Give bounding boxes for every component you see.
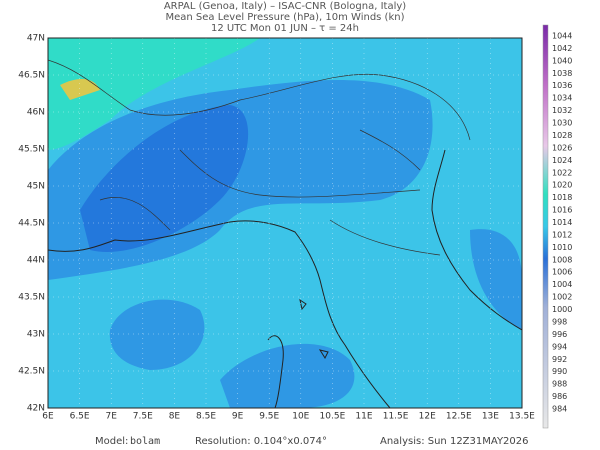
lat-label: 45N xyxy=(27,182,45,192)
colorbar-label: 988 xyxy=(552,380,567,389)
colorbar-label: 1010 xyxy=(552,243,572,252)
colorbar-label: 1020 xyxy=(552,181,572,190)
colorbar-label: 998 xyxy=(552,317,567,326)
lon-label: 13.5E xyxy=(509,412,535,422)
colorbar-label: 1040 xyxy=(552,56,572,65)
pressure-field xyxy=(60,78,100,100)
lon-label: 9.5E xyxy=(259,412,279,422)
lon-label: 12.5E xyxy=(446,412,472,422)
colorbar-label: 992 xyxy=(552,355,567,364)
title-line: Mean Sea Level Pressure (hPa), 10m Winds… xyxy=(166,12,405,23)
lat-label: 43N xyxy=(27,330,45,340)
colorbar-label: 1038 xyxy=(552,69,572,78)
pressure-field xyxy=(109,299,205,370)
colorbar-label: 1026 xyxy=(552,143,572,152)
colorbar-label: 996 xyxy=(552,330,567,339)
colorbar-label: 990 xyxy=(552,367,567,376)
colorbar-label: 1006 xyxy=(552,268,572,277)
colorbar-label: 1018 xyxy=(552,193,572,202)
colorbar-label: 1004 xyxy=(552,280,572,289)
colorbar-label: 1044 xyxy=(552,32,572,41)
pressure-field xyxy=(470,229,522,330)
lat-label: 44N xyxy=(27,256,45,266)
colorbar-label: 1030 xyxy=(552,119,572,128)
lat-label: 42N xyxy=(27,404,45,414)
footer-label: Model: xyxy=(95,436,128,447)
colorbar-label: 1008 xyxy=(552,255,572,264)
colorbar-label: 1036 xyxy=(552,81,572,90)
lon-label: 10E xyxy=(292,412,309,422)
footer-analysis: Analysis: Sun 12Z31MAY2026 xyxy=(380,436,529,447)
footer-resolution: Resolution: 0.104°x0.074° xyxy=(195,436,327,447)
pressure-field xyxy=(80,105,249,252)
lat-label: 42.5N xyxy=(18,367,45,377)
coastline xyxy=(48,149,522,408)
colorbar-label: 1042 xyxy=(552,44,572,53)
lat-label: 43.5N xyxy=(18,293,45,303)
lon-label: 8.5E xyxy=(196,412,216,422)
colorbar-label: 1002 xyxy=(552,293,572,302)
colorbar-label: 1012 xyxy=(552,230,572,239)
lon-label: 11.5E xyxy=(383,412,409,422)
lon-label: 6.5E xyxy=(70,412,90,422)
colorbar-label: 1028 xyxy=(552,131,572,140)
colorbar-label: 1024 xyxy=(552,156,572,165)
colorbar xyxy=(542,24,549,429)
lon-label: 9E xyxy=(232,412,244,422)
colorbar-label: 986 xyxy=(552,392,567,401)
map-frame xyxy=(47,37,523,409)
title-line: ARPAL (Genoa, Italy) – ISAC-CNR (Bologna… xyxy=(164,1,406,12)
lon-label: 7E xyxy=(105,412,117,422)
lon-label: 12E xyxy=(419,412,436,422)
lat-label: 46N xyxy=(27,108,45,118)
lon-label: 13E xyxy=(482,412,499,422)
colorbar-label: 994 xyxy=(552,342,567,351)
lat-label: 47N xyxy=(27,34,45,44)
lon-label: 7.5E xyxy=(133,412,153,422)
colorbar-label: 1000 xyxy=(552,305,572,314)
colorbar-label: 1016 xyxy=(552,206,572,215)
lat-label: 45.5N xyxy=(18,145,45,155)
colorbar-label: 1014 xyxy=(552,218,572,227)
lat-label: 46.5N xyxy=(18,71,45,81)
lon-label: 10.5E xyxy=(320,412,346,422)
title-line: 12 UTC Mon 01 JUN – τ = 24h xyxy=(211,23,359,34)
footer-model: bolam xyxy=(130,436,160,447)
colorbar-label: 1034 xyxy=(552,94,572,103)
lon-label: 6E xyxy=(42,412,54,422)
lon-label: 8E xyxy=(169,412,181,422)
pressure-field xyxy=(220,343,355,408)
colorbar-label: 1022 xyxy=(552,168,572,177)
lon-label: 11E xyxy=(355,412,372,422)
colorbar-label: 984 xyxy=(552,405,567,414)
pressure-field xyxy=(48,38,260,150)
grid xyxy=(48,38,522,408)
colorbar-label: 1032 xyxy=(552,106,572,115)
map-area xyxy=(48,38,522,408)
lat-label: 44.5N xyxy=(18,219,45,229)
